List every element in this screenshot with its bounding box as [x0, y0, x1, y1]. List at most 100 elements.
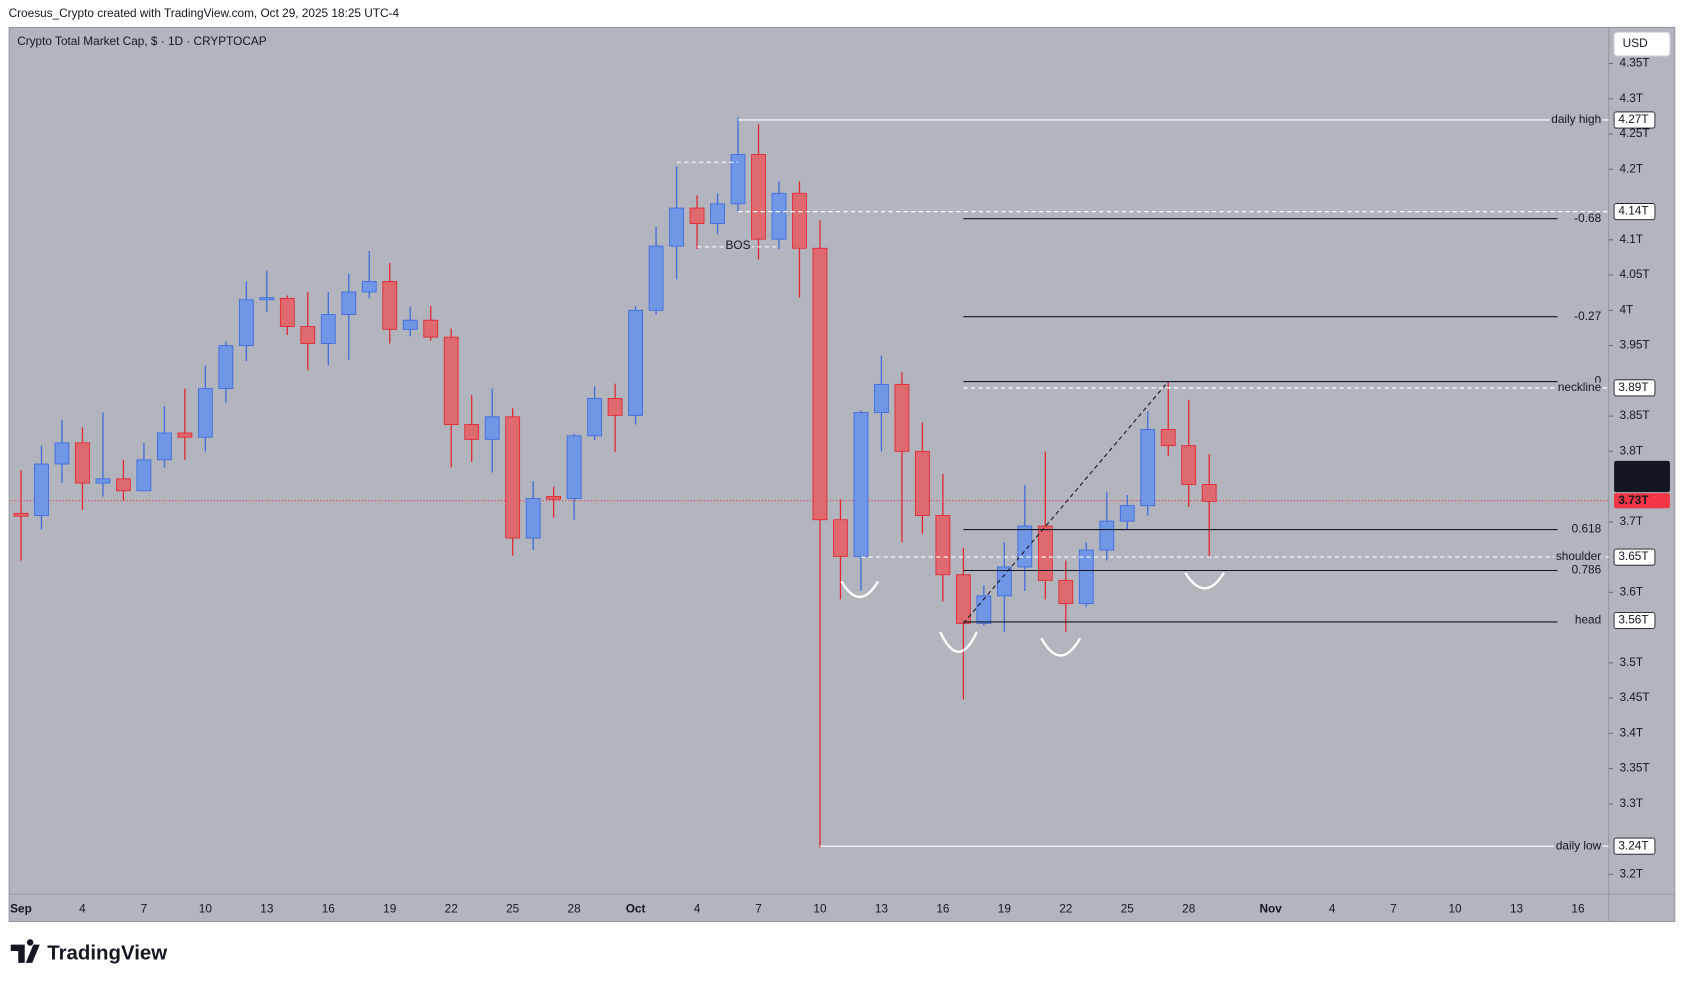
candle-body: [75, 442, 90, 484]
plot-area: BOS -0.68 -0.27 0 0.618 0.786 1 daily high neckl…: [10, 110, 1609, 854]
candle-body: [1181, 445, 1197, 485]
price-label-box: [1613, 111, 1656, 129]
x-tick-label: 7: [1390, 901, 1397, 915]
y-tick-label: 3.35T: [1619, 761, 1649, 775]
y-tick-label: 3.95T: [1619, 338, 1649, 352]
x-tick-label: Nov: [1260, 901, 1283, 915]
bos-label: BOS: [726, 238, 751, 252]
y-tick-label: 3.4T: [1619, 725, 1643, 739]
candle-body: [95, 478, 111, 484]
y-tick-label: 3.3T: [1619, 796, 1643, 810]
candle-body: [566, 435, 582, 500]
candle-body: [382, 280, 398, 330]
currency[interactable]: USD: [1623, 36, 1648, 50]
candle-body: [710, 203, 725, 225]
x-tick-label: 4: [79, 901, 86, 915]
x-tick-label: 22: [1059, 901, 1072, 915]
candle-body: [464, 424, 480, 440]
x-tick-label: 22: [445, 901, 458, 915]
x-tick-label: 16: [1571, 901, 1585, 915]
candle-body: [136, 459, 152, 492]
candle-body: [341, 291, 357, 315]
arc: [1040, 637, 1082, 657]
fib-label: -0.27: [1574, 309, 1601, 323]
candle-body: [13, 512, 29, 517]
countdown-box: [1614, 460, 1670, 493]
candle-body: [116, 478, 131, 492]
brand-logo: TradingView: [10, 939, 167, 965]
last-price-dark: 3.73T: [1618, 462, 1649, 476]
candle-body: [955, 574, 971, 624]
y-tick-label: 3.2T: [1619, 866, 1643, 880]
candle-body: [484, 416, 500, 440]
candle-body: [833, 519, 848, 557]
x-tick-label: 19: [383, 901, 397, 915]
credit: Croesus_Crypto created with TradingView.…: [9, 6, 400, 20]
candle-body: [771, 192, 787, 240]
x-tick-label: 7: [755, 901, 762, 915]
pattern-arcs: [840, 572, 1225, 657]
fib-label: 0.786: [1572, 563, 1602, 577]
last-price-box: [1614, 493, 1670, 509]
y-tick-label: 3.6T: [1619, 584, 1643, 598]
candle-body: [546, 496, 562, 500]
candle-body: [874, 383, 889, 413]
y-tick-label: 4.35T: [1619, 56, 1649, 70]
y-tick-label: 4T: [1619, 302, 1633, 316]
candle-body: [218, 345, 234, 390]
candle-body: [54, 442, 70, 465]
chart-frame: [8, 26, 1676, 923]
currency-button[interactable]: [1613, 31, 1671, 57]
candle-body: [443, 336, 459, 425]
fib-label: 0.618: [1572, 522, 1602, 536]
level-label: daily high: [1551, 112, 1601, 126]
candle-body: [423, 319, 439, 338]
x-tick-label: 13: [875, 901, 889, 915]
candle-body: [853, 412, 869, 557]
x-tick-label: 13: [1510, 901, 1524, 915]
candle-body: [279, 297, 295, 327]
candle-body: [361, 280, 377, 293]
candle-body: [259, 297, 275, 301]
price-label: 3.56T: [1618, 613, 1648, 627]
candle-body: [915, 450, 930, 516]
candle-body: [792, 192, 807, 249]
x-tick-label: 19: [998, 901, 1012, 915]
chart-title: Crypto Total Market Cap, $ · 1D · CRYPTO…: [17, 34, 267, 48]
x-tick-label: Oct: [626, 901, 646, 915]
candle-body: [812, 247, 828, 521]
candle-body: [320, 314, 336, 344]
candle-body: [1037, 525, 1053, 581]
candle-body: [1078, 549, 1094, 605]
candle-body: [894, 383, 910, 452]
x-tick-label: 10: [1448, 901, 1462, 915]
x-tick-label: 13: [260, 901, 274, 915]
fib-label: 1: [1595, 614, 1602, 628]
price-label: 4.27T: [1618, 112, 1648, 126]
level-label: neckline: [1558, 380, 1602, 394]
candle-body: [238, 299, 254, 347]
trend-line: [962, 381, 1169, 624]
y-tick-label: 3.45T: [1619, 690, 1649, 704]
candle-body: [628, 309, 643, 416]
candle-body: [996, 566, 1012, 597]
candle-body: [300, 326, 316, 344]
last-price: 3.73T: [1618, 493, 1649, 507]
candle-body: [587, 398, 603, 437]
level-label: shoulder: [1556, 549, 1601, 563]
logo-mark: [10, 939, 40, 963]
candle-body: [689, 207, 705, 225]
arc: [840, 580, 879, 599]
x-tick-label: 25: [1121, 901, 1135, 915]
candle-body: [1099, 520, 1115, 551]
price-label-box: [1613, 837, 1656, 855]
x-tick-label: 16: [322, 901, 336, 915]
candle-body: [525, 498, 541, 539]
arc: [939, 631, 978, 653]
y-tick-label: 3.7T: [1619, 514, 1643, 528]
candle-body: [1201, 484, 1217, 502]
price-label-box: [1613, 548, 1656, 566]
price-label: 3.65T: [1618, 549, 1648, 563]
